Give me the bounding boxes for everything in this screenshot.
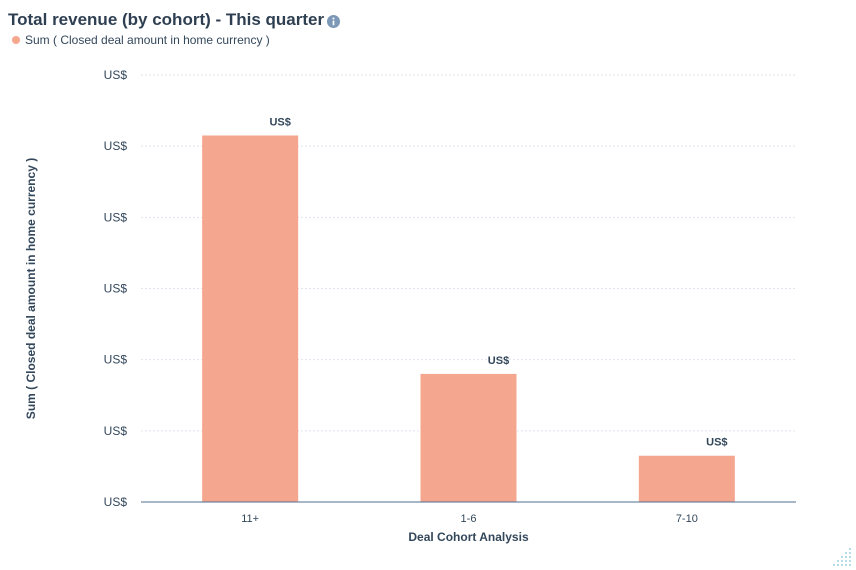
bar-value-label: US$ bbox=[488, 355, 509, 367]
legend-label: Sum ( Closed deal amount in home currenc… bbox=[25, 33, 270, 47]
bar-value-label: US$ bbox=[706, 437, 727, 449]
y-tick-label: US$ bbox=[104, 68, 128, 82]
y-tick-label: US$ bbox=[104, 282, 128, 296]
y-axis-title: Sum ( Closed deal amount in home currenc… bbox=[24, 158, 38, 419]
bar-11+[interactable] bbox=[202, 135, 299, 502]
legend[interactable]: Sum ( Closed deal amount in home currenc… bbox=[12, 33, 270, 47]
y-tick-label: US$ bbox=[104, 495, 128, 509]
x-tick-label: 11+ bbox=[241, 513, 259, 525]
data-labels: US$ US$ US$ bbox=[269, 116, 727, 448]
legend-swatch bbox=[12, 36, 20, 44]
y-tick-label: US$ bbox=[104, 139, 128, 153]
bar-value-label: US$ bbox=[269, 116, 290, 128]
y-tick-label: US$ bbox=[104, 210, 128, 224]
bar-7-10[interactable] bbox=[638, 455, 735, 502]
y-axis-ticks: US$ US$ US$ US$ US$ US$ US$ bbox=[104, 68, 128, 509]
y-tick-label: US$ bbox=[104, 424, 128, 438]
x-axis-ticks: 11+ 1-6 7-10 bbox=[241, 513, 698, 525]
chart-header: Total revenue (by cohort) - This quarter bbox=[8, 10, 341, 30]
y-tick-label: US$ bbox=[104, 353, 128, 367]
info-icon[interactable] bbox=[327, 14, 341, 28]
x-axis-title: Deal Cohort Analysis bbox=[408, 530, 529, 544]
resize-handle-icon[interactable] bbox=[831, 547, 853, 567]
chart-title: Total revenue (by cohort) - This quarter bbox=[8, 10, 325, 29]
x-tick-label: 1-6 bbox=[461, 513, 477, 525]
bars bbox=[202, 135, 735, 502]
x-tick-label: 7-10 bbox=[676, 513, 698, 525]
bar-1-6[interactable] bbox=[420, 373, 517, 502]
